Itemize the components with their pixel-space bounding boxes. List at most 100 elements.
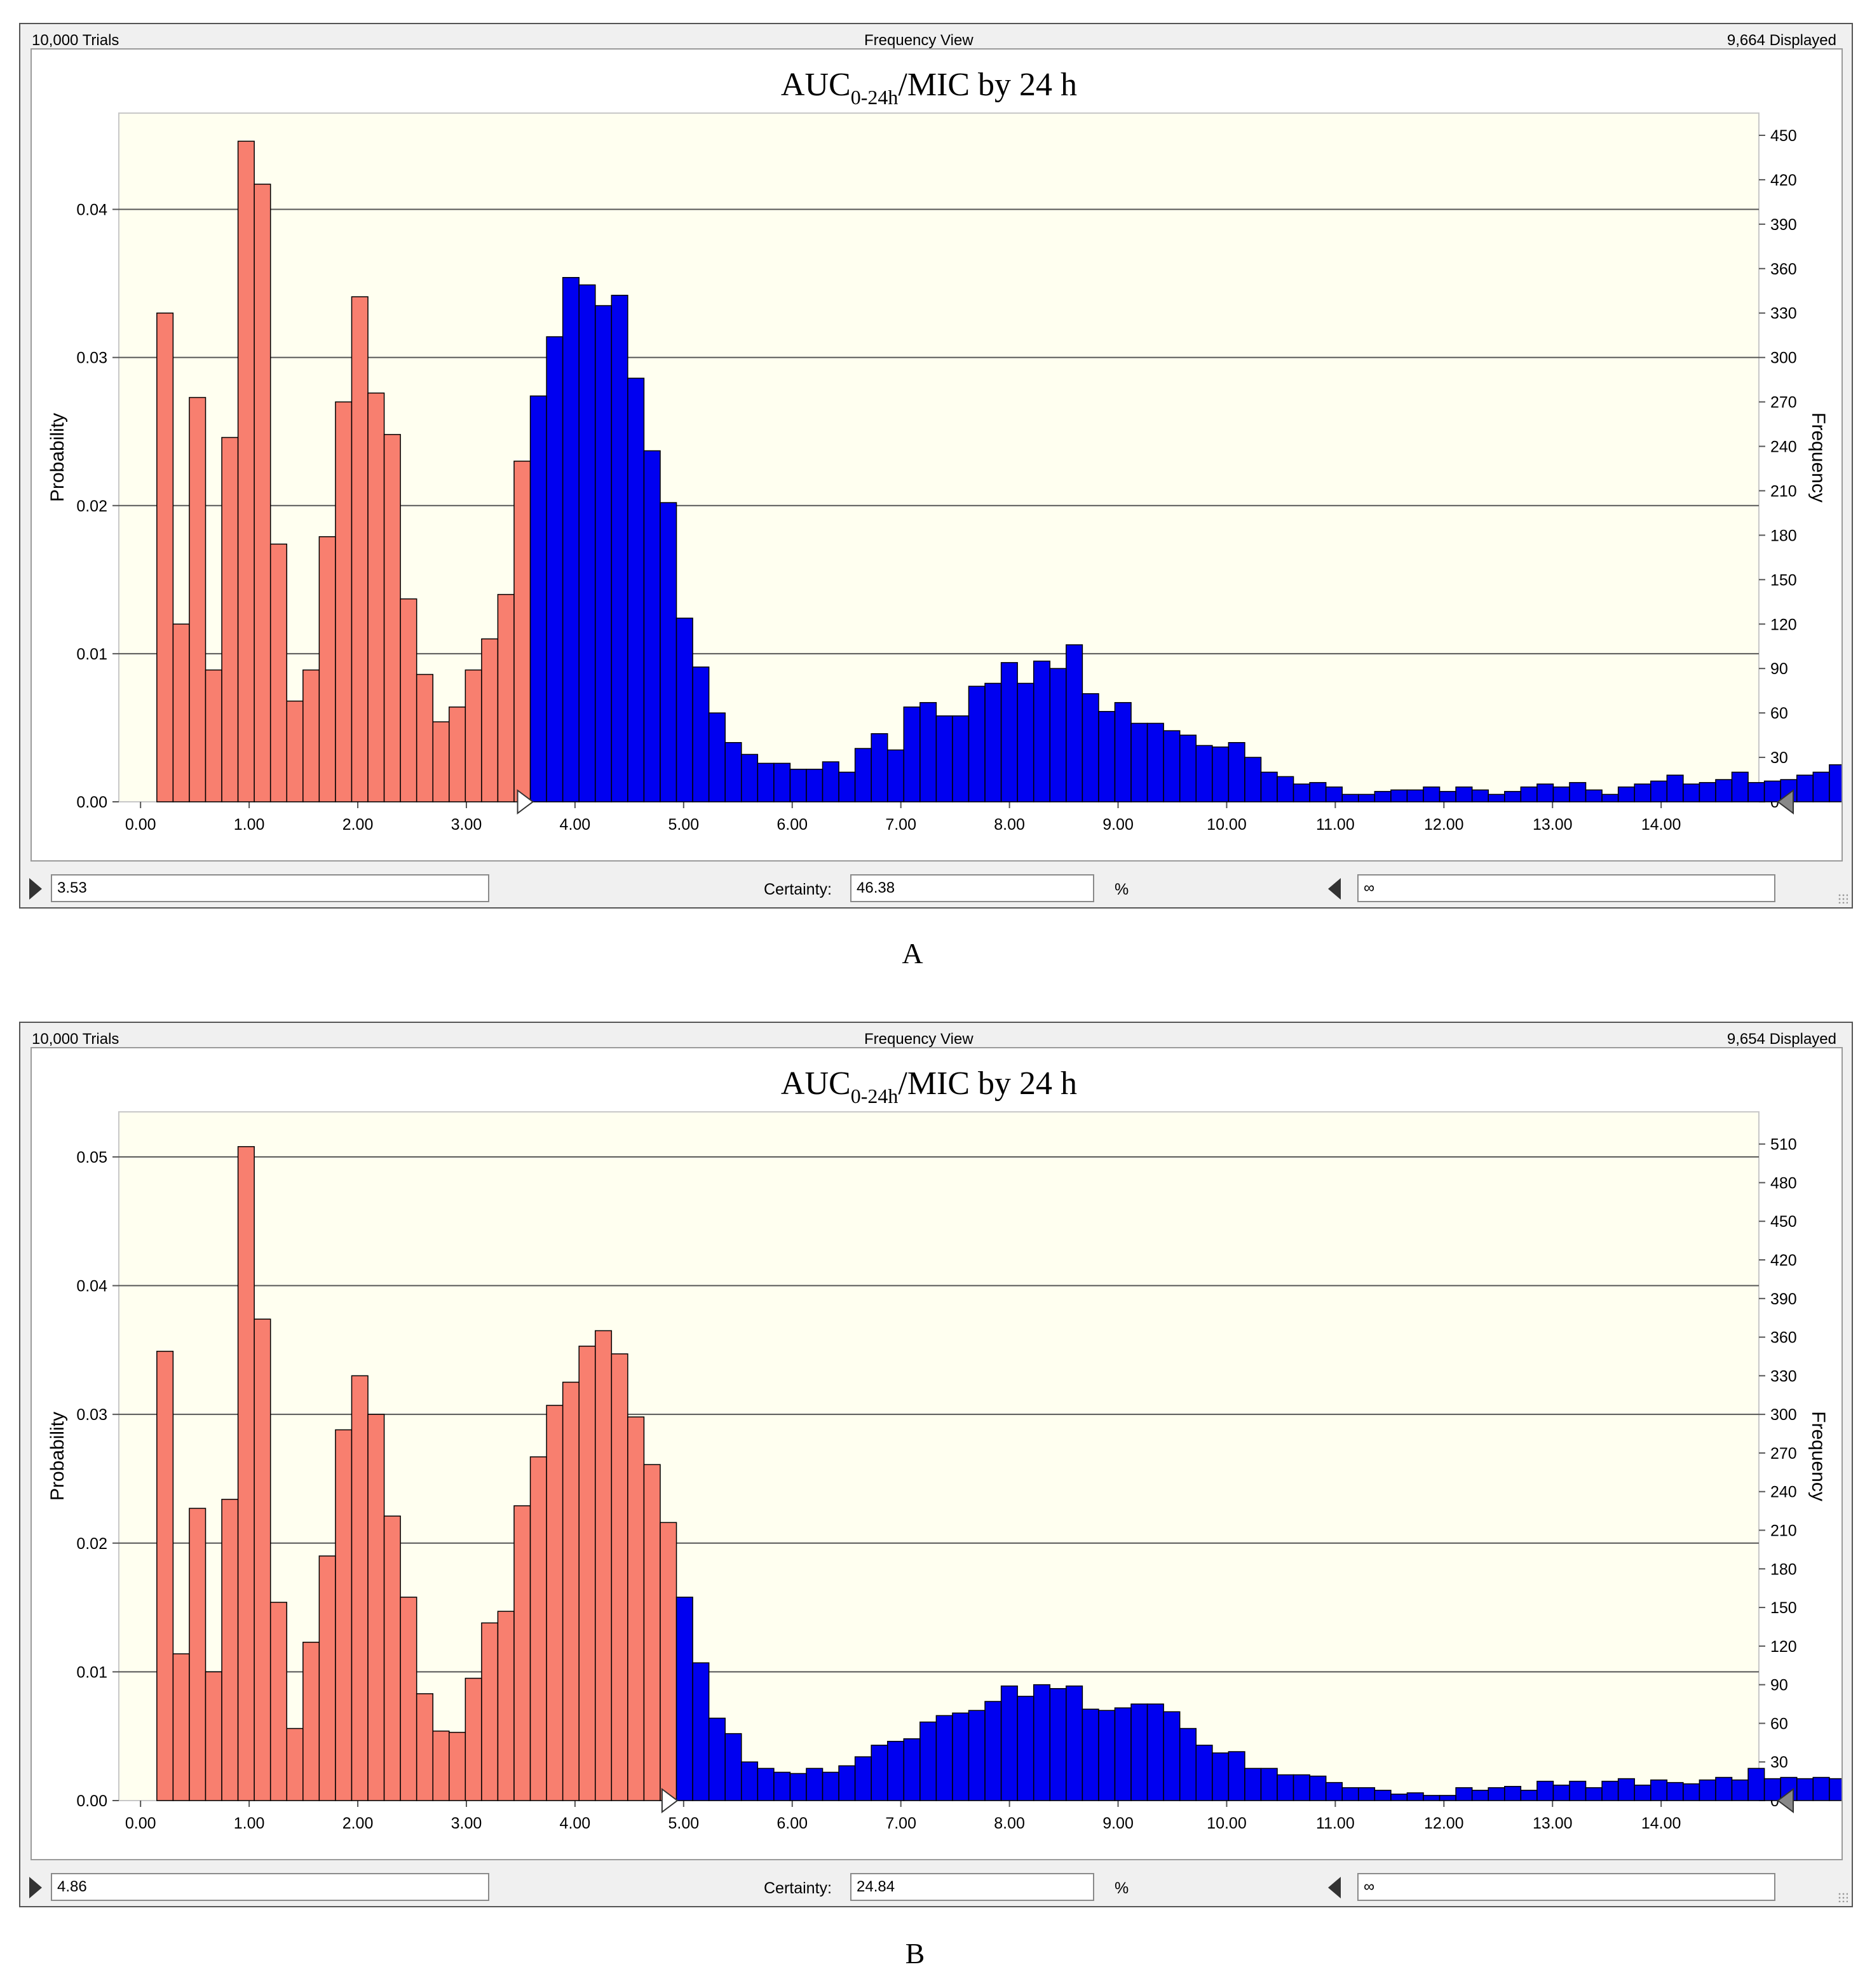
histogram-bar — [968, 1710, 986, 1801]
histogram-bar — [1195, 745, 1213, 802]
histogram-bar — [838, 1765, 856, 1801]
x-tick-label: 12.00 — [1424, 816, 1464, 834]
histogram-bar — [1130, 1703, 1148, 1801]
histogram-bar — [1390, 789, 1408, 802]
histogram-bar — [692, 1662, 710, 1801]
histogram-bar — [237, 140, 255, 802]
histogram-bar — [1536, 1780, 1554, 1801]
histogram-bar — [886, 749, 905, 802]
y2-tick-label: 270 — [1770, 1445, 1797, 1463]
histogram-bar — [1390, 1794, 1408, 1801]
histogram-bar — [757, 1768, 775, 1801]
y2-tick-label: 210 — [1770, 482, 1797, 500]
y2-tick-label: 360 — [1770, 1329, 1797, 1347]
histogram-bar — [1341, 1787, 1359, 1801]
histogram-bar — [952, 1712, 970, 1801]
histogram-bar — [1423, 786, 1441, 802]
histogram-bar — [935, 715, 953, 802]
histogram-bar — [1812, 771, 1830, 802]
histogram-bar — [1244, 757, 1262, 802]
x-tick-label: 14.00 — [1641, 816, 1681, 834]
histogram-bar — [465, 669, 482, 802]
histogram-bar — [1683, 1783, 1700, 1801]
lower-threshold-marker-icon — [661, 1788, 679, 1813]
histogram-bar — [903, 707, 921, 802]
histogram-bar — [1098, 1710, 1116, 1801]
histogram-bar — [1520, 786, 1538, 802]
histogram-bar — [1277, 1774, 1294, 1801]
certainty-label: Certainty: — [764, 881, 832, 898]
histogram-bar — [692, 666, 710, 802]
upper-grabber-icon[interactable] — [1328, 878, 1341, 900]
x-tick-label: 5.00 — [668, 1815, 699, 1832]
panel-header: 10,000 Trials Frequency View 9,654 Displ… — [20, 1023, 1852, 1048]
histogram-bar — [1017, 682, 1034, 802]
histogram-bar — [1049, 1687, 1067, 1801]
histogram-bar — [643, 450, 661, 802]
lower-threshold-marker-icon — [517, 789, 534, 815]
histogram-bar — [367, 392, 385, 802]
lower-bound-input[interactable]: 4.86 — [51, 1873, 489, 1901]
y2-tick-label: 510 — [1770, 1136, 1797, 1154]
lower-bound-input[interactable]: 3.53 — [51, 874, 489, 902]
histogram-bar — [1066, 644, 1083, 802]
histogram-bar — [871, 733, 888, 802]
histogram-bar — [269, 543, 288, 802]
histogram-bar — [529, 395, 547, 802]
histogram-bar — [952, 715, 970, 802]
histogram-bar — [724, 742, 742, 802]
histogram-bar — [854, 1756, 872, 1801]
x-tick-label: 3.00 — [451, 1815, 482, 1832]
x-tick-label: 12.00 — [1424, 1815, 1464, 1832]
certainty-input[interactable]: 24.84 — [850, 1873, 1094, 1901]
y2-tick-label: 450 — [1770, 1213, 1797, 1231]
histogram-bar — [1504, 1785, 1522, 1801]
histogram-bar — [237, 1146, 255, 1801]
histogram-bar — [741, 754, 759, 802]
y2-tick-label: 450 — [1770, 127, 1797, 145]
histogram-bar — [1552, 1784, 1570, 1801]
x-tick-label: 7.00 — [885, 816, 916, 834]
histogram-bar — [1650, 780, 1668, 802]
x-tick-label: 9.00 — [1102, 816, 1134, 834]
histogram-bar — [822, 761, 839, 802]
y2-tick-label: 420 — [1770, 172, 1797, 189]
lower-grabber-icon[interactable] — [29, 878, 42, 900]
histogram-bar — [1277, 776, 1294, 802]
histogram-bar — [1617, 786, 1635, 802]
histogram-bar — [1130, 722, 1148, 802]
histogram-bar — [1683, 783, 1700, 802]
histogram-bar — [1731, 1779, 1749, 1801]
resize-grip-icon[interactable] — [1838, 1892, 1848, 1902]
histogram-bar — [627, 377, 645, 802]
histogram-bar — [1829, 1778, 1841, 1801]
displayed-count: 9,654 Displayed — [1726, 1031, 1836, 1048]
histogram-bar — [1017, 1696, 1034, 1801]
histogram-bar — [578, 284, 596, 802]
x-tick-label: 6.00 — [777, 816, 808, 834]
histogram-bar — [432, 721, 450, 802]
certainty-input[interactable]: 46.38 — [850, 874, 1094, 902]
histogram-bar — [1228, 1751, 1245, 1801]
histogram-bar — [984, 1701, 1002, 1801]
histogram-bar — [1114, 702, 1132, 802]
histogram-bar — [351, 1375, 369, 1801]
histogram-bar — [1309, 781, 1327, 802]
y2-tick-label: 180 — [1770, 1560, 1797, 1578]
histogram-bar — [1763, 780, 1781, 802]
upper-grabber-icon[interactable] — [1328, 1877, 1341, 1898]
y2-tick-label: 150 — [1770, 571, 1797, 589]
resize-grip-icon[interactable] — [1838, 893, 1848, 903]
y2-tick-label: 180 — [1770, 527, 1797, 544]
lower-grabber-icon[interactable] — [29, 1877, 42, 1898]
histogram-bar — [1212, 746, 1230, 802]
y-tick-label: 0.00 — [76, 1792, 107, 1810]
y2-tick-label: 240 — [1770, 1484, 1797, 1501]
upper-bound-input[interactable]: ∞ — [1357, 1873, 1775, 1901]
histogram-bar — [1455, 1787, 1473, 1801]
histogram-bar — [1066, 1685, 1083, 1801]
histogram-bar — [919, 702, 937, 802]
upper-bound-input[interactable]: ∞ — [1357, 874, 1775, 902]
histogram-bar — [1796, 774, 1814, 802]
x-tick-label: 4.00 — [560, 1815, 591, 1832]
